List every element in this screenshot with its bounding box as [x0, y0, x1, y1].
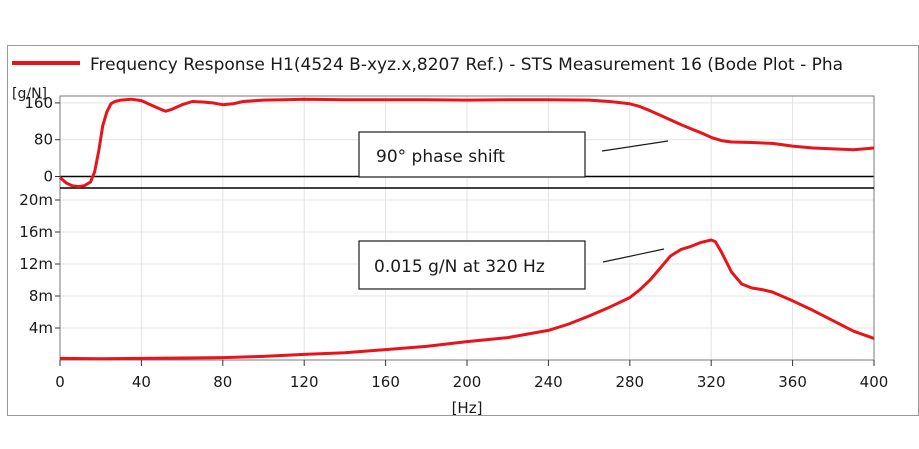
x-tick-label: 400 [860, 373, 889, 391]
x-tick-label: 160 [371, 373, 400, 391]
annotation-leader [602, 248, 665, 263]
legend-label: Frequency Response H1(4524 B-xyz.x,8207 … [90, 55, 843, 75]
annotation-phase: 90° phase shift [358, 131, 669, 178]
x-tick-label: 80 [213, 373, 232, 391]
y-tick-label: 16m [19, 223, 53, 241]
y-tick-label: 20m [19, 191, 53, 209]
annotation-text: 0.015 g/N at 320 Hz [374, 257, 545, 277]
x-tick-label: 120 [290, 373, 319, 391]
y-tick-label: 12m [19, 255, 53, 273]
x-tick-label: 280 [615, 373, 644, 391]
x-tick-label: 40 [132, 373, 151, 391]
annotation-box [358, 131, 586, 178]
x-tick-label: 360 [778, 373, 807, 391]
x-tick-label: 0 [55, 373, 65, 391]
y-axis-label: [g/N] [12, 86, 47, 102]
x-tick-label: 320 [697, 373, 726, 391]
axis-ticks: 0 40 80 120 160 200 240 280 320 360 400 160 80 0 20m 16… [19, 94, 888, 391]
y-tick-label: 4m [29, 319, 53, 337]
y-tick-label: 8m [29, 287, 53, 305]
phase-series-line [58, 97, 875, 189]
y-tick-label: 0 [43, 168, 53, 186]
x-tick-label: 200 [453, 373, 482, 391]
annotation-box [358, 240, 586, 290]
x-axis-label: [Hz] [452, 399, 483, 417]
annotation-magnitude: 0.015 g/N at 320 Hz [358, 240, 665, 290]
y-tick-label: 80 [34, 131, 53, 149]
annotation-text: 90° phase shift [376, 147, 505, 167]
x-tick-label: 240 [534, 373, 563, 391]
y-tick-label: 160 [24, 94, 53, 112]
annotation-leader [601, 140, 669, 152]
magnitude-series-line [59, 238, 875, 361]
